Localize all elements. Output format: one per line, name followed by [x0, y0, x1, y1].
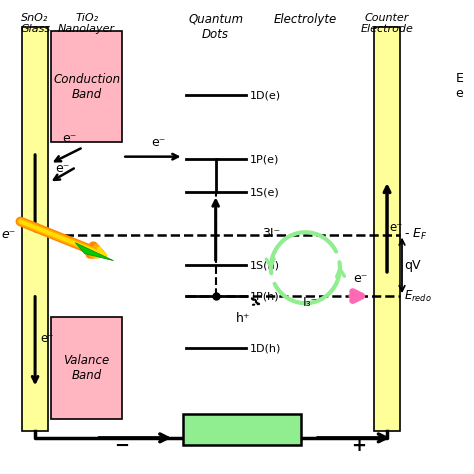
- Text: $E_{redo}$: $E_{redo}$: [404, 289, 432, 304]
- Text: e⁻: e⁻: [62, 132, 76, 146]
- Text: 1S(h): 1S(h): [250, 260, 280, 270]
- Text: 3I⁻: 3I⁻: [262, 227, 280, 240]
- Text: e⁻: e⁻: [55, 162, 70, 175]
- Text: 1P(e): 1P(e): [250, 154, 280, 164]
- Text: Conduction
Band: Conduction Band: [53, 73, 120, 101]
- Text: Valance
Band: Valance Band: [64, 354, 110, 382]
- Text: Load: Load: [218, 420, 266, 438]
- Text: h⁺: h⁺: [236, 312, 251, 325]
- Text: qV: qV: [404, 259, 421, 272]
- Bar: [51, 318, 122, 419]
- Text: e⁻: e⁻: [41, 332, 54, 345]
- Text: 1D(e): 1D(e): [250, 90, 281, 100]
- Polygon shape: [75, 243, 114, 261]
- Text: TiO₂
Nanolayer: TiO₂ Nanolayer: [58, 12, 115, 34]
- Bar: [374, 27, 400, 431]
- Text: 1D(h): 1D(h): [250, 343, 282, 353]
- Text: e⁻: e⁻: [389, 221, 403, 234]
- FancyBboxPatch shape: [183, 414, 301, 445]
- Text: E
e: E e: [456, 72, 464, 100]
- Text: e⁻: e⁻: [354, 272, 368, 285]
- Bar: [51, 31, 122, 143]
- Text: I₃⁻: I₃⁻: [302, 296, 318, 310]
- Text: −: −: [114, 437, 129, 455]
- Text: 1P(h): 1P(h): [250, 291, 280, 301]
- Text: e⁻: e⁻: [1, 228, 16, 241]
- Text: - $E_F$: - $E_F$: [404, 227, 428, 242]
- Text: 1S(e): 1S(e): [250, 187, 280, 197]
- Text: Electrolyte: Electrolyte: [274, 12, 337, 26]
- Text: +: +: [351, 437, 366, 455]
- Text: e⁻: e⁻: [151, 136, 166, 149]
- Text: Counter
Electrode: Counter Electrode: [361, 12, 413, 34]
- Bar: [22, 27, 48, 431]
- Text: Quantum
Dots: Quantum Dots: [188, 12, 243, 40]
- Text: SnO₂
Glass: SnO₂ Glass: [20, 12, 50, 34]
